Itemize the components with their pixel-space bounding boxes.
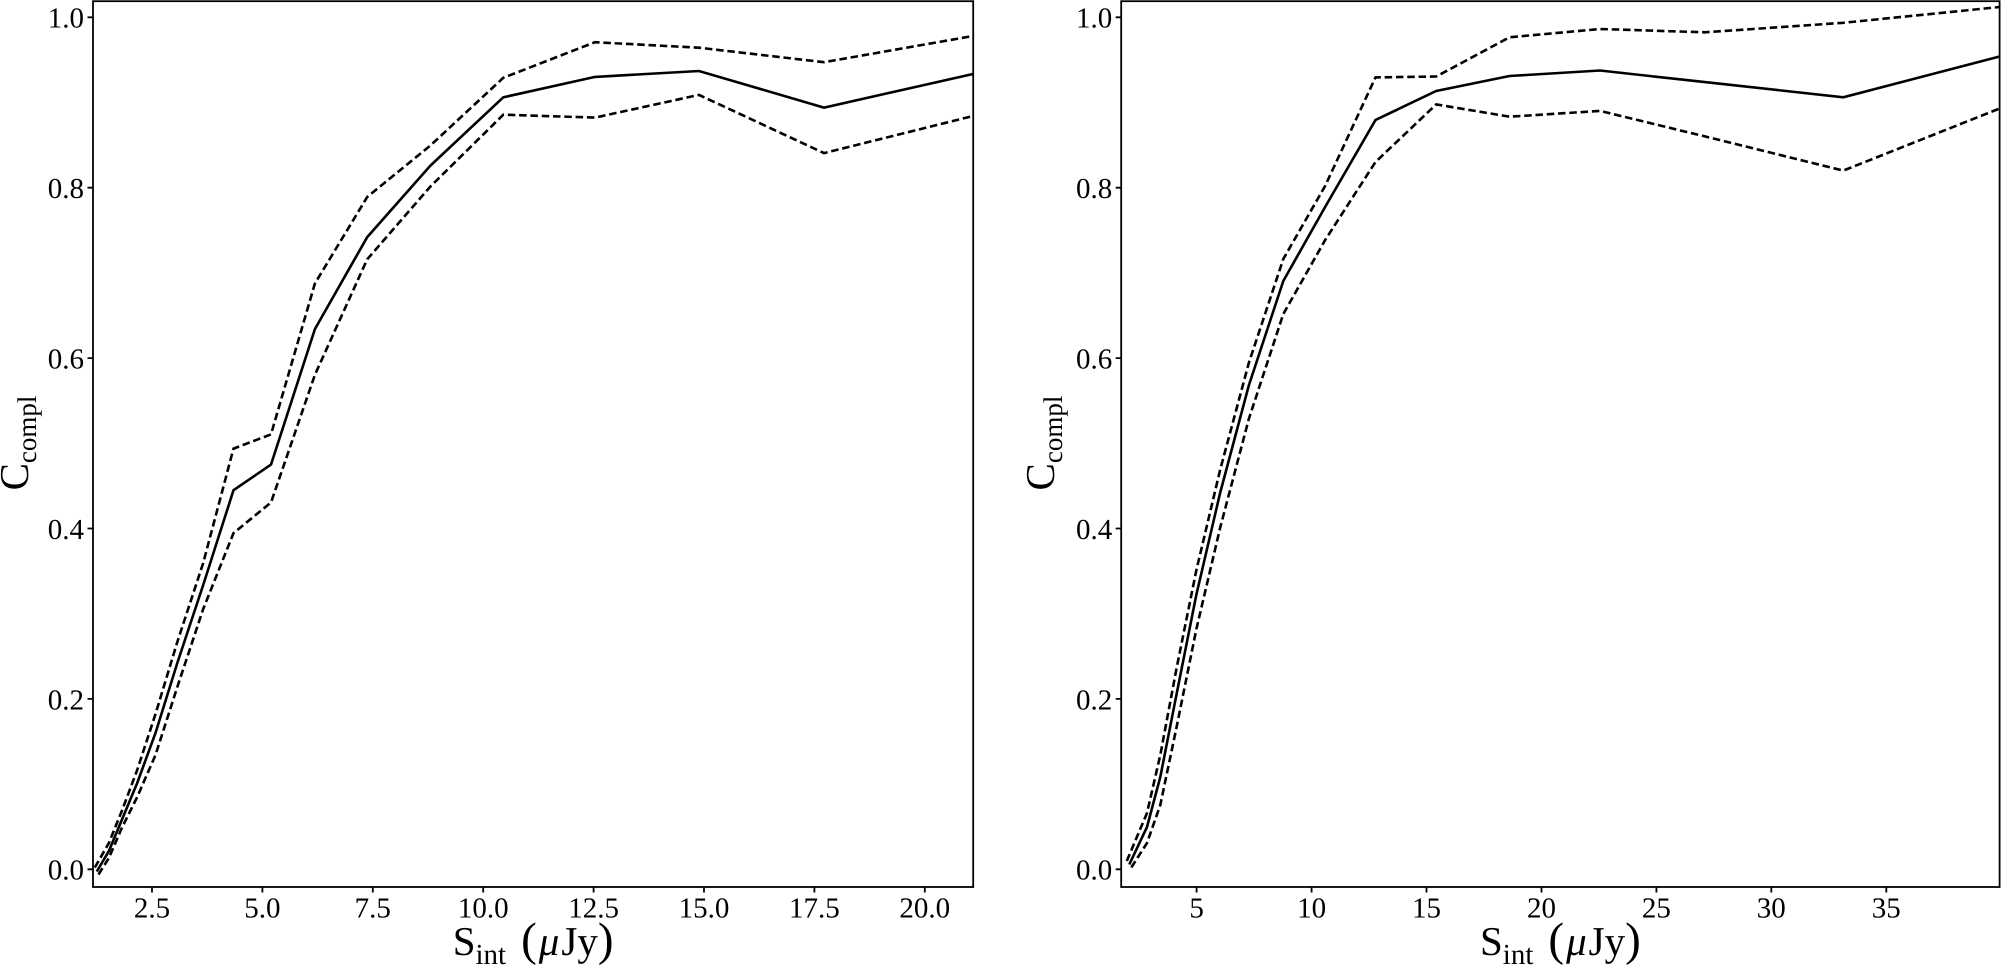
svg-text:5: 5 bbox=[1189, 893, 1204, 925]
svg-text:0.4: 0.4 bbox=[48, 514, 85, 546]
svg-text:35: 35 bbox=[1872, 893, 1901, 925]
svg-text:7.5: 7.5 bbox=[355, 893, 391, 925]
svg-text:15: 15 bbox=[1412, 893, 1441, 925]
svg-text:0.8: 0.8 bbox=[48, 173, 84, 205]
svg-text:0.2: 0.2 bbox=[48, 684, 84, 716]
svg-text:1.0: 1.0 bbox=[1076, 3, 1112, 35]
svg-text:25: 25 bbox=[1642, 893, 1671, 925]
svg-text:0.4: 0.4 bbox=[1076, 514, 1113, 546]
svg-text:2.5: 2.5 bbox=[134, 893, 170, 925]
svg-text:0.6: 0.6 bbox=[48, 344, 84, 376]
svg-text:30: 30 bbox=[1757, 893, 1786, 925]
svg-text:0.0: 0.0 bbox=[48, 855, 84, 887]
svg-text:0.0: 0.0 bbox=[1076, 855, 1112, 887]
svg-text:0.6: 0.6 bbox=[1076, 344, 1112, 376]
svg-text:20: 20 bbox=[1527, 893, 1556, 925]
svg-text:5.0: 5.0 bbox=[244, 893, 280, 925]
svg-text:10.0: 10.0 bbox=[458, 893, 509, 925]
svg-text:15.0: 15.0 bbox=[679, 893, 730, 925]
svg-text:0.2: 0.2 bbox=[1076, 684, 1112, 716]
svg-text:20.0: 20.0 bbox=[899, 893, 950, 925]
svg-text:12.5: 12.5 bbox=[568, 893, 619, 925]
svg-text:10: 10 bbox=[1297, 893, 1326, 925]
svg-text:Sint(μJy): Sint (μJy) bbox=[453, 914, 614, 966]
svg-text:0.8: 0.8 bbox=[1076, 173, 1112, 205]
svg-text:Sint(μJy): Sint (μJy) bbox=[1480, 914, 1641, 966]
svg-text:17.5: 17.5 bbox=[789, 893, 840, 925]
svg-text:1.0: 1.0 bbox=[48, 3, 84, 35]
